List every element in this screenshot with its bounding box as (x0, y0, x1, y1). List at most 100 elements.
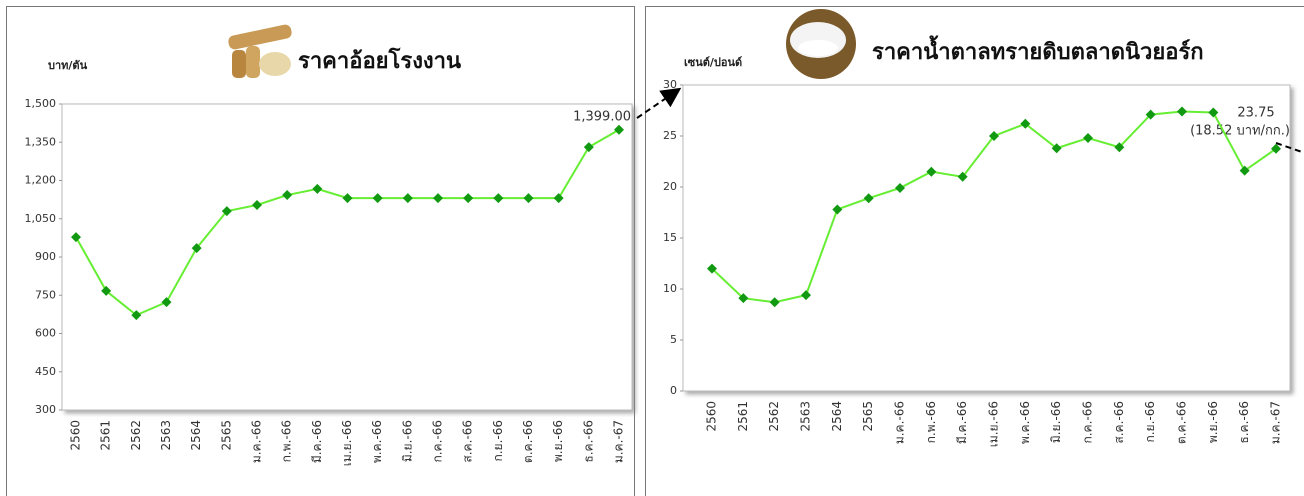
marker (1020, 118, 1031, 129)
sugarcane-icon (228, 24, 292, 78)
x-tick-label: ก.พ.-66 (924, 401, 938, 443)
y-tick-label: 300 (35, 403, 56, 416)
x-tick-label: พ.ค.-66 (370, 420, 384, 463)
marker (1051, 143, 1062, 154)
marker (131, 310, 142, 321)
x-tick-label: ม.ค.-67 (1269, 401, 1283, 444)
marker (161, 297, 172, 308)
x-tick-label: พ.ย.-66 (1206, 401, 1220, 443)
x-tick-label: มิ.ย.-66 (400, 420, 414, 462)
marker (583, 142, 594, 153)
plot-area (61, 103, 633, 411)
data-label: 23.75 (1237, 105, 1274, 120)
marker (1114, 142, 1125, 153)
marker (895, 183, 905, 194)
x-tick-label: ก.ค.-66 (431, 420, 445, 463)
marker (957, 171, 968, 182)
marker (553, 193, 564, 204)
x-tick-label: พ.ค.-66 (1018, 401, 1032, 444)
marker (1271, 143, 1281, 154)
x-tick-label: ก.ย.-66 (1143, 401, 1157, 443)
chart-title: ราคาน้ำตาลทรายดิบตลาดนิวยอร์ก (872, 35, 1204, 65)
marker (863, 193, 874, 204)
x-tick-label: 2561 (736, 401, 750, 432)
marker (769, 297, 780, 308)
x-tick-label: 2560 (705, 401, 719, 432)
x-tick-label: ต.ค.-66 (1175, 401, 1189, 444)
y-tick-label: 0 (670, 384, 677, 397)
x-tick-label: เม.ย.-66 (340, 420, 354, 466)
x-tick-label: 2563 (159, 420, 173, 451)
marker (191, 243, 202, 254)
marker (312, 183, 323, 194)
marker (801, 290, 811, 301)
y-tick-label: 750 (35, 288, 56, 301)
x-tick-label: ม.ค.-66 (250, 420, 264, 463)
y-tick-label: 20 (663, 180, 677, 193)
marker (1177, 106, 1187, 117)
marker (282, 190, 293, 201)
y-tick-label: 450 (35, 365, 56, 378)
x-tick-label: 2562 (129, 420, 143, 451)
marker (101, 285, 112, 296)
x-tick-label: เม.ย.-66 (987, 401, 1001, 447)
x-tick-label: มี.ค.-66 (955, 401, 969, 444)
y-tick-label: 1,350 (25, 135, 57, 148)
x-tick-label: 2565 (219, 420, 233, 451)
y-tick-label: 5 (670, 333, 677, 346)
x-tick-label: ส.ค.-66 (1112, 401, 1126, 444)
x-tick-label: ม.ค.-66 (893, 401, 907, 444)
x-tick-label: 2564 (189, 420, 203, 451)
x-tick-label: ธ.ค.-66 (581, 420, 595, 463)
x-tick-label: ม.ค.-67 (612, 420, 626, 463)
marker (493, 193, 504, 204)
marker (342, 193, 353, 204)
x-tick-label: ส.ค.-66 (461, 420, 475, 463)
marker (707, 263, 717, 274)
marker (989, 131, 999, 141)
y-tick-label: 25 (663, 129, 677, 142)
x-tick-label: ก.ค.-66 (1081, 401, 1095, 444)
x-tick-label: 2561 (99, 420, 113, 451)
y-tick-label: 1,050 (25, 212, 57, 225)
marker (252, 199, 262, 210)
y-tick-label: 15 (663, 231, 677, 244)
arrow (1275, 142, 1303, 153)
x-tick-label: มี.ค.-66 (310, 420, 324, 463)
marker (832, 204, 843, 215)
x-tick-label: ก.ย.-66 (491, 420, 505, 462)
marker (1083, 133, 1093, 144)
data-label: 1,399.00 (573, 109, 631, 124)
y-tick-label: 10 (663, 282, 677, 295)
marker (71, 232, 81, 243)
x-tick-label: 2564 (830, 401, 844, 432)
x-tick-label: 2563 (799, 401, 813, 432)
x-tick-label: ก.พ.-66 (280, 420, 294, 462)
marker (463, 193, 474, 204)
marker (372, 193, 383, 204)
marker (1145, 109, 1156, 120)
marker (738, 293, 749, 304)
plot-area (682, 84, 1291, 392)
marker (221, 206, 232, 217)
marker (1208, 107, 1219, 118)
x-tick-label: 2560 (69, 420, 83, 451)
x-tick-label: มิ.ย.-66 (1049, 401, 1063, 443)
y-tick-label: 30 (663, 78, 677, 91)
y-tick-label: 1,200 (25, 174, 57, 187)
x-tick-label: 2562 (767, 401, 781, 432)
x-tick-label: พ.ย.-66 (551, 420, 565, 462)
sugar-icon (786, 9, 856, 79)
x-tick-label: 2565 (861, 401, 875, 432)
x-tick-label: ต.ค.-66 (521, 420, 535, 463)
marker (1239, 165, 1250, 176)
marker (926, 166, 937, 177)
y-tick-label: 900 (35, 250, 56, 263)
chart-title: ราคาอ้อยโรงงาน (298, 47, 461, 74)
marker (402, 193, 413, 204)
arrow (636, 87, 682, 119)
y-axis-label: บาท/ตัน (48, 59, 88, 72)
annotation: (18.52 บาท/กก.) (1190, 124, 1290, 139)
marker (523, 193, 534, 204)
